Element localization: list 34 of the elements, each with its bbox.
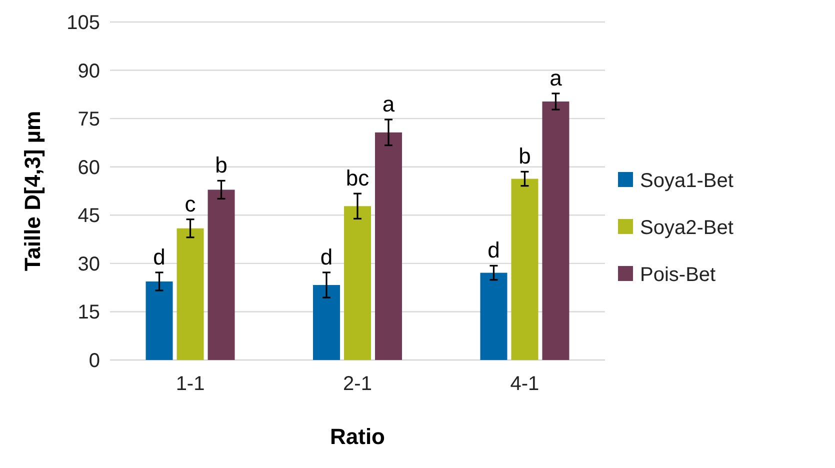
y-tick-label: 90 xyxy=(78,60,100,82)
data-label: b xyxy=(518,144,531,169)
legend-label: Pois-Bet xyxy=(640,264,716,286)
x-tick-label: 4-1 xyxy=(510,373,540,395)
bar xyxy=(480,272,508,360)
data-label: c xyxy=(184,191,196,216)
y-tick-label: 30 xyxy=(78,253,100,276)
bar xyxy=(375,132,402,360)
y-tick-label: 75 xyxy=(78,108,100,131)
x-axis-title: Ratio xyxy=(330,424,385,449)
data-label: d xyxy=(488,238,500,263)
bar xyxy=(344,206,371,360)
data-label: a xyxy=(382,92,396,117)
data-label: b xyxy=(215,152,228,178)
bar xyxy=(313,284,340,360)
y-tick-label: 15 xyxy=(78,302,100,324)
data-label: d xyxy=(153,244,166,270)
bar xyxy=(511,178,538,360)
legend-label: Soya2-Bet xyxy=(640,217,734,239)
y-axis-title: Taille D[4,3] µm xyxy=(20,110,45,272)
y-tick-label: 45 xyxy=(78,205,100,228)
legend-label: Soya1-Bet xyxy=(640,170,734,192)
data-label: a xyxy=(550,65,563,90)
y-tick-label: 105 xyxy=(66,12,100,34)
bar xyxy=(542,102,570,360)
x-tick-label: 2-1 xyxy=(343,373,372,395)
bar xyxy=(176,228,204,360)
bar xyxy=(146,281,173,360)
y-tick-label: 0 xyxy=(88,350,100,372)
y-tick-label: 60 xyxy=(78,156,100,179)
bar xyxy=(208,190,235,360)
x-tick-label: 1-1 xyxy=(176,373,205,395)
data-label: d xyxy=(320,244,333,270)
data-label: bc xyxy=(346,166,370,191)
